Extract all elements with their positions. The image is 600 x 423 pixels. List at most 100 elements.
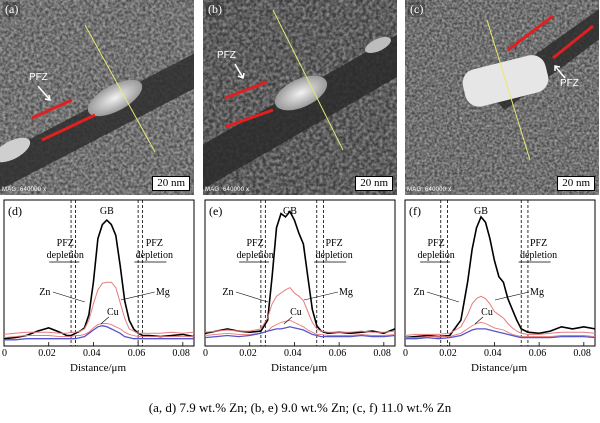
cu-leader — [100, 316, 110, 325]
x-tick-label: 0.08 — [373, 348, 391, 359]
scale-bar: 20 nm — [557, 176, 595, 191]
x-tick-label: 0 — [203, 348, 208, 359]
tem-image-a — [0, 0, 194, 195]
plot-frame — [204, 199, 396, 347]
mg-label: Mg — [339, 287, 353, 298]
profile-plot-e: GB PFZ depletion PFZ depletion Zn Mg Cu (e) 0 0.0… — [203, 199, 399, 378]
tem-panel-c: (c) PFZ MAG: 640000 x 20 nm — [405, 0, 599, 195]
cu-profile-line — [4, 325, 194, 341]
gb-label: GB — [100, 206, 114, 217]
cu-leader — [283, 316, 293, 325]
mg-profile-line — [405, 321, 596, 339]
x-tick-label: 0.04 — [83, 348, 101, 359]
panel-label: (b) — [206, 2, 224, 17]
cu-profile-line — [204, 326, 396, 339]
pfz-left-label: PFZ — [57, 238, 74, 249]
x-tick-label: 0.04 — [284, 348, 302, 359]
mg-leader — [303, 291, 339, 301]
x-tick-label: 0.06 — [127, 348, 146, 359]
x-tick-label: 0.02 — [239, 348, 257, 359]
scale-bar: 20 nm — [355, 176, 393, 191]
zn-label: Zn — [39, 287, 50, 298]
gb-profile-line — [204, 209, 396, 335]
x-tick-label: 0.02 — [38, 348, 56, 359]
pfz-line — [507, 14, 554, 52]
panel-label: (e) — [209, 204, 222, 218]
x-tick-label: 0.02 — [439, 348, 457, 359]
mg-leader — [494, 291, 530, 301]
cu-label: Cu — [481, 307, 493, 318]
pfz-right-label: PFZ — [326, 238, 343, 249]
tem-image-c — [405, 0, 599, 195]
x-axis-label: Distance/μm — [70, 362, 126, 374]
cu-profile-line — [405, 328, 596, 340]
panel-label: (f) — [409, 204, 421, 218]
tem-panel-a: (a) PFZ MAG: 640000 x 20 nm — [0, 0, 194, 195]
pfz-line — [31, 98, 73, 120]
mg-leader — [120, 291, 155, 301]
x-tick-label: 0.08 — [172, 348, 190, 359]
pfz-line — [552, 24, 594, 60]
gb-profile-line — [3, 218, 195, 340]
pfz-left-label: PFZ — [428, 238, 445, 249]
magnification-label: MAG: 640000 x — [2, 187, 47, 193]
pfz-left-label: depletion — [418, 250, 455, 261]
scale-bar: 20 nm — [152, 176, 190, 191]
pfz-right-label: depletion — [136, 250, 173, 261]
gb-label: GB — [283, 206, 297, 217]
pfz-line — [41, 113, 96, 142]
panel-label: (d) — [8, 204, 22, 218]
gb-label: GB — [474, 206, 488, 217]
panel-label: (a) — [3, 2, 21, 17]
cu-label: Cu — [107, 307, 119, 318]
pfz-right-label: depletion — [316, 250, 353, 261]
zn-leader — [52, 291, 85, 303]
pfz-label: PFZ — [560, 78, 579, 89]
pfz-label: PFZ — [217, 50, 236, 61]
magnification-label: MAG: 640000 x — [205, 187, 250, 193]
zn-profile-line — [404, 295, 596, 336]
x-tick-label: 0.06 — [528, 348, 547, 359]
zn-leader — [426, 291, 460, 303]
zn-label: Zn — [222, 287, 233, 298]
profile-plot-d: GB PFZ depletion PFZ depletion Zn Mg Cu (d) 0 0.0… — [2, 199, 198, 378]
pfz-line — [224, 108, 274, 129]
mg-label: Mg — [530, 287, 544, 298]
pfz-left-label: depletion — [237, 250, 274, 261]
x-axis-label: Distance/μm — [471, 362, 527, 374]
mg-label: Mg — [156, 287, 170, 298]
pfz-left-label: depletion — [47, 250, 84, 261]
figure-caption: (a, d) 7.9 wt.% Zn; (b, e) 9.0 wt.% Zn; … — [148, 400, 452, 415]
panel-label: (c) — [408, 2, 426, 17]
x-tick-label: 0 — [403, 348, 408, 359]
pfz-right-label: PFZ — [530, 238, 547, 249]
magnification-label: MAG: 640000 x — [407, 187, 452, 193]
plot-frame — [404, 199, 596, 347]
mg-profile-line — [204, 319, 396, 336]
zn-leader — [235, 291, 269, 303]
x-tick-label: 0.08 — [573, 348, 591, 359]
x-tick-label: 0.04 — [484, 348, 502, 359]
x-tick-label: 0 — [2, 348, 7, 359]
plot-frame — [3, 199, 195, 347]
pfz-line — [224, 80, 268, 100]
x-tick-label: 0.06 — [328, 348, 347, 359]
tem-panel-b: (b) PFZ MAG: 640000 x 20 nm — [203, 0, 397, 195]
zn-label: Zn — [413, 287, 424, 298]
cu-label: Cu — [290, 307, 302, 318]
pfz-right-label: PFZ — [146, 238, 163, 249]
cu-leader — [474, 316, 484, 325]
zn-profile-line — [204, 286, 396, 333]
pfz-left-label: PFZ — [247, 238, 264, 249]
mg-profile-line — [3, 323, 194, 339]
zn-profile-line — [3, 281, 195, 335]
pfz-right-label: depletion — [520, 250, 557, 261]
profile-plot-f: GB PFZ depletion PFZ depletion Zn Mg Cu (f) 0 0.0… — [403, 199, 599, 378]
gb-profile-line — [404, 215, 596, 339]
x-axis-label: Distance/μm — [271, 362, 327, 374]
tem-image-b — [203, 0, 397, 195]
pfz-label: PFZ — [29, 72, 48, 83]
